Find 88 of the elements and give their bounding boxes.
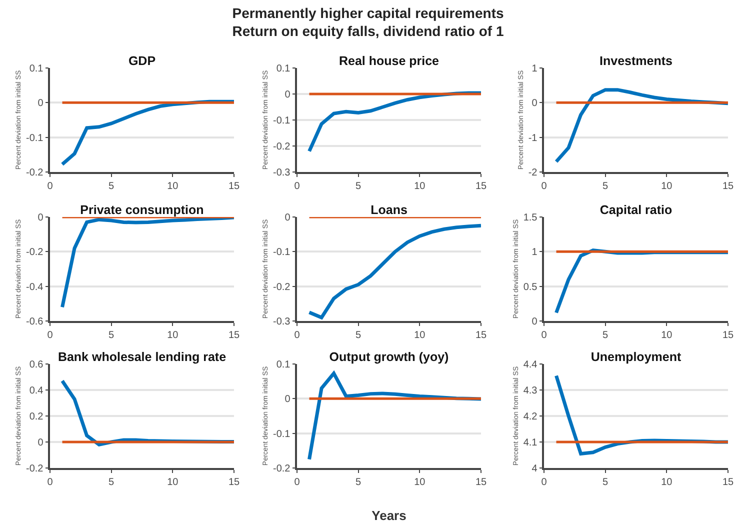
y-tick-label: -0.1 (273, 116, 291, 126)
x-tick-label: 0 (541, 180, 548, 192)
y-tick-label: 4 (532, 464, 538, 474)
y-tick-label: -0.2 (273, 282, 291, 293)
y-tick-label: -0.3 (273, 168, 291, 178)
x-tick-label: 5 (356, 476, 362, 488)
chart-title: Output growth (yoy) (329, 350, 449, 364)
chart-title: Private consumption (80, 203, 204, 217)
y-tick-label: 1 (532, 247, 538, 258)
y-tick-label: 1 (532, 64, 538, 74)
x-tick-label: 0 (294, 180, 300, 192)
y-tick-label: -0.1 (273, 428, 291, 440)
x-tick-label: 15 (722, 330, 734, 341)
y-tick-label: 4.4 (523, 360, 538, 370)
y-tick-label: -0.1 (273, 247, 291, 258)
x-tick-label: 10 (661, 180, 673, 192)
x-tick-label: 5 (356, 330, 362, 341)
y-tick-label: -1 (528, 132, 538, 144)
x-tick-label: 10 (167, 330, 179, 341)
y-tick-label: -0.2 (273, 464, 291, 474)
chart-title: Unemployment (590, 350, 682, 364)
x-tick-label: 10 (167, 476, 179, 488)
chart-title: Real house price (338, 54, 440, 68)
y-tick-label: 1.5 (523, 212, 538, 224)
y-tick-label: 0 (284, 212, 291, 224)
chart-title: Investments (600, 54, 673, 68)
x-tick-label: 15 (228, 180, 240, 192)
x-tick-label: 5 (602, 476, 609, 488)
y-tick-label: 0 (38, 212, 44, 224)
x-tick-label: 0 (47, 180, 54, 192)
y-tick-label: 4.2 (523, 412, 538, 422)
x-tick-label: 0 (541, 476, 548, 488)
x-tick-label: 10 (661, 330, 673, 341)
y-tick-label: -0.3 (273, 316, 291, 328)
x-tick-label: 15 (722, 476, 734, 488)
y-tick-label: 0.6 (29, 360, 44, 370)
text: Permanently higher capital requirements Return on equity falls, dividend ratio of 1 (231, 4, 505, 40)
y-tick-label: 0 (532, 316, 538, 328)
x-tick-label: 5 (602, 330, 609, 341)
x-tick-label: 15 (722, 180, 734, 192)
y-tick-label: -0.2 (26, 464, 44, 474)
y-tick-label: -0.2 (26, 168, 44, 178)
y-tick-label: -0.1 (26, 132, 44, 144)
chart-title: Loans (370, 203, 408, 217)
x-tick-label: 10 (167, 180, 179, 192)
x-tick-label: 0 (47, 476, 54, 488)
y-tick-label: 4.3 (523, 386, 538, 396)
line-series (60, 217, 234, 309)
y-tick-label: 0.2 (29, 412, 44, 422)
y-tick-label: -0.6 (26, 316, 44, 328)
x-tick-label: 10 (414, 180, 426, 192)
chart-title: Bank wholesale lending rate (58, 350, 226, 364)
x-tick-label: 5 (108, 180, 115, 192)
y-tick-label: 0.4 (29, 386, 44, 396)
x-tick-label: 10 (661, 476, 673, 488)
x-tick-label: 15 (475, 330, 487, 341)
x-tick-label: 5 (356, 180, 362, 192)
x-tick-label: 0 (294, 330, 300, 341)
y-tick-label: -0.4 (26, 282, 44, 293)
x-tick-label: 0 (541, 330, 548, 341)
y-tick-label: 4.1 (523, 438, 538, 448)
x-tick-label: 0 (294, 476, 300, 488)
x-tick-label: 5 (602, 180, 609, 192)
y-tick-label: 0 (38, 98, 44, 110)
y-tick-label: -0.2 (26, 247, 44, 258)
x-tick-label: 5 (108, 330, 115, 341)
y-tick-label: -0.2 (273, 142, 291, 152)
x-tick-label: 10 (414, 476, 426, 488)
y-tick-label: 0 (284, 394, 291, 406)
y-tick-label: 0.5 (523, 282, 538, 293)
y-tick-label: 0 (532, 98, 538, 110)
y-tick-label: 0.1 (29, 64, 44, 74)
x-tick-label: 10 (414, 330, 426, 341)
x-axis-title: Years (372, 508, 406, 523)
y-tick-label: -2 (528, 168, 538, 178)
x-tick-label: 15 (228, 330, 240, 341)
x-tick-label: 15 (475, 476, 487, 488)
x-tick-label: 15 (475, 180, 487, 192)
y-tick-label: 0.1 (276, 64, 291, 74)
x-tick-label: 5 (108, 476, 115, 488)
y-tick-label: 0.1 (276, 360, 291, 370)
chart-title: GDP (128, 54, 156, 68)
chart-title: Capital ratio (600, 203, 672, 217)
x-tick-label: 0 (47, 330, 54, 341)
x-tick-label: 15 (228, 476, 240, 488)
y-tick-label: 0 (284, 90, 291, 100)
y-tick-label: 0 (38, 438, 44, 448)
line-series (308, 224, 481, 320)
